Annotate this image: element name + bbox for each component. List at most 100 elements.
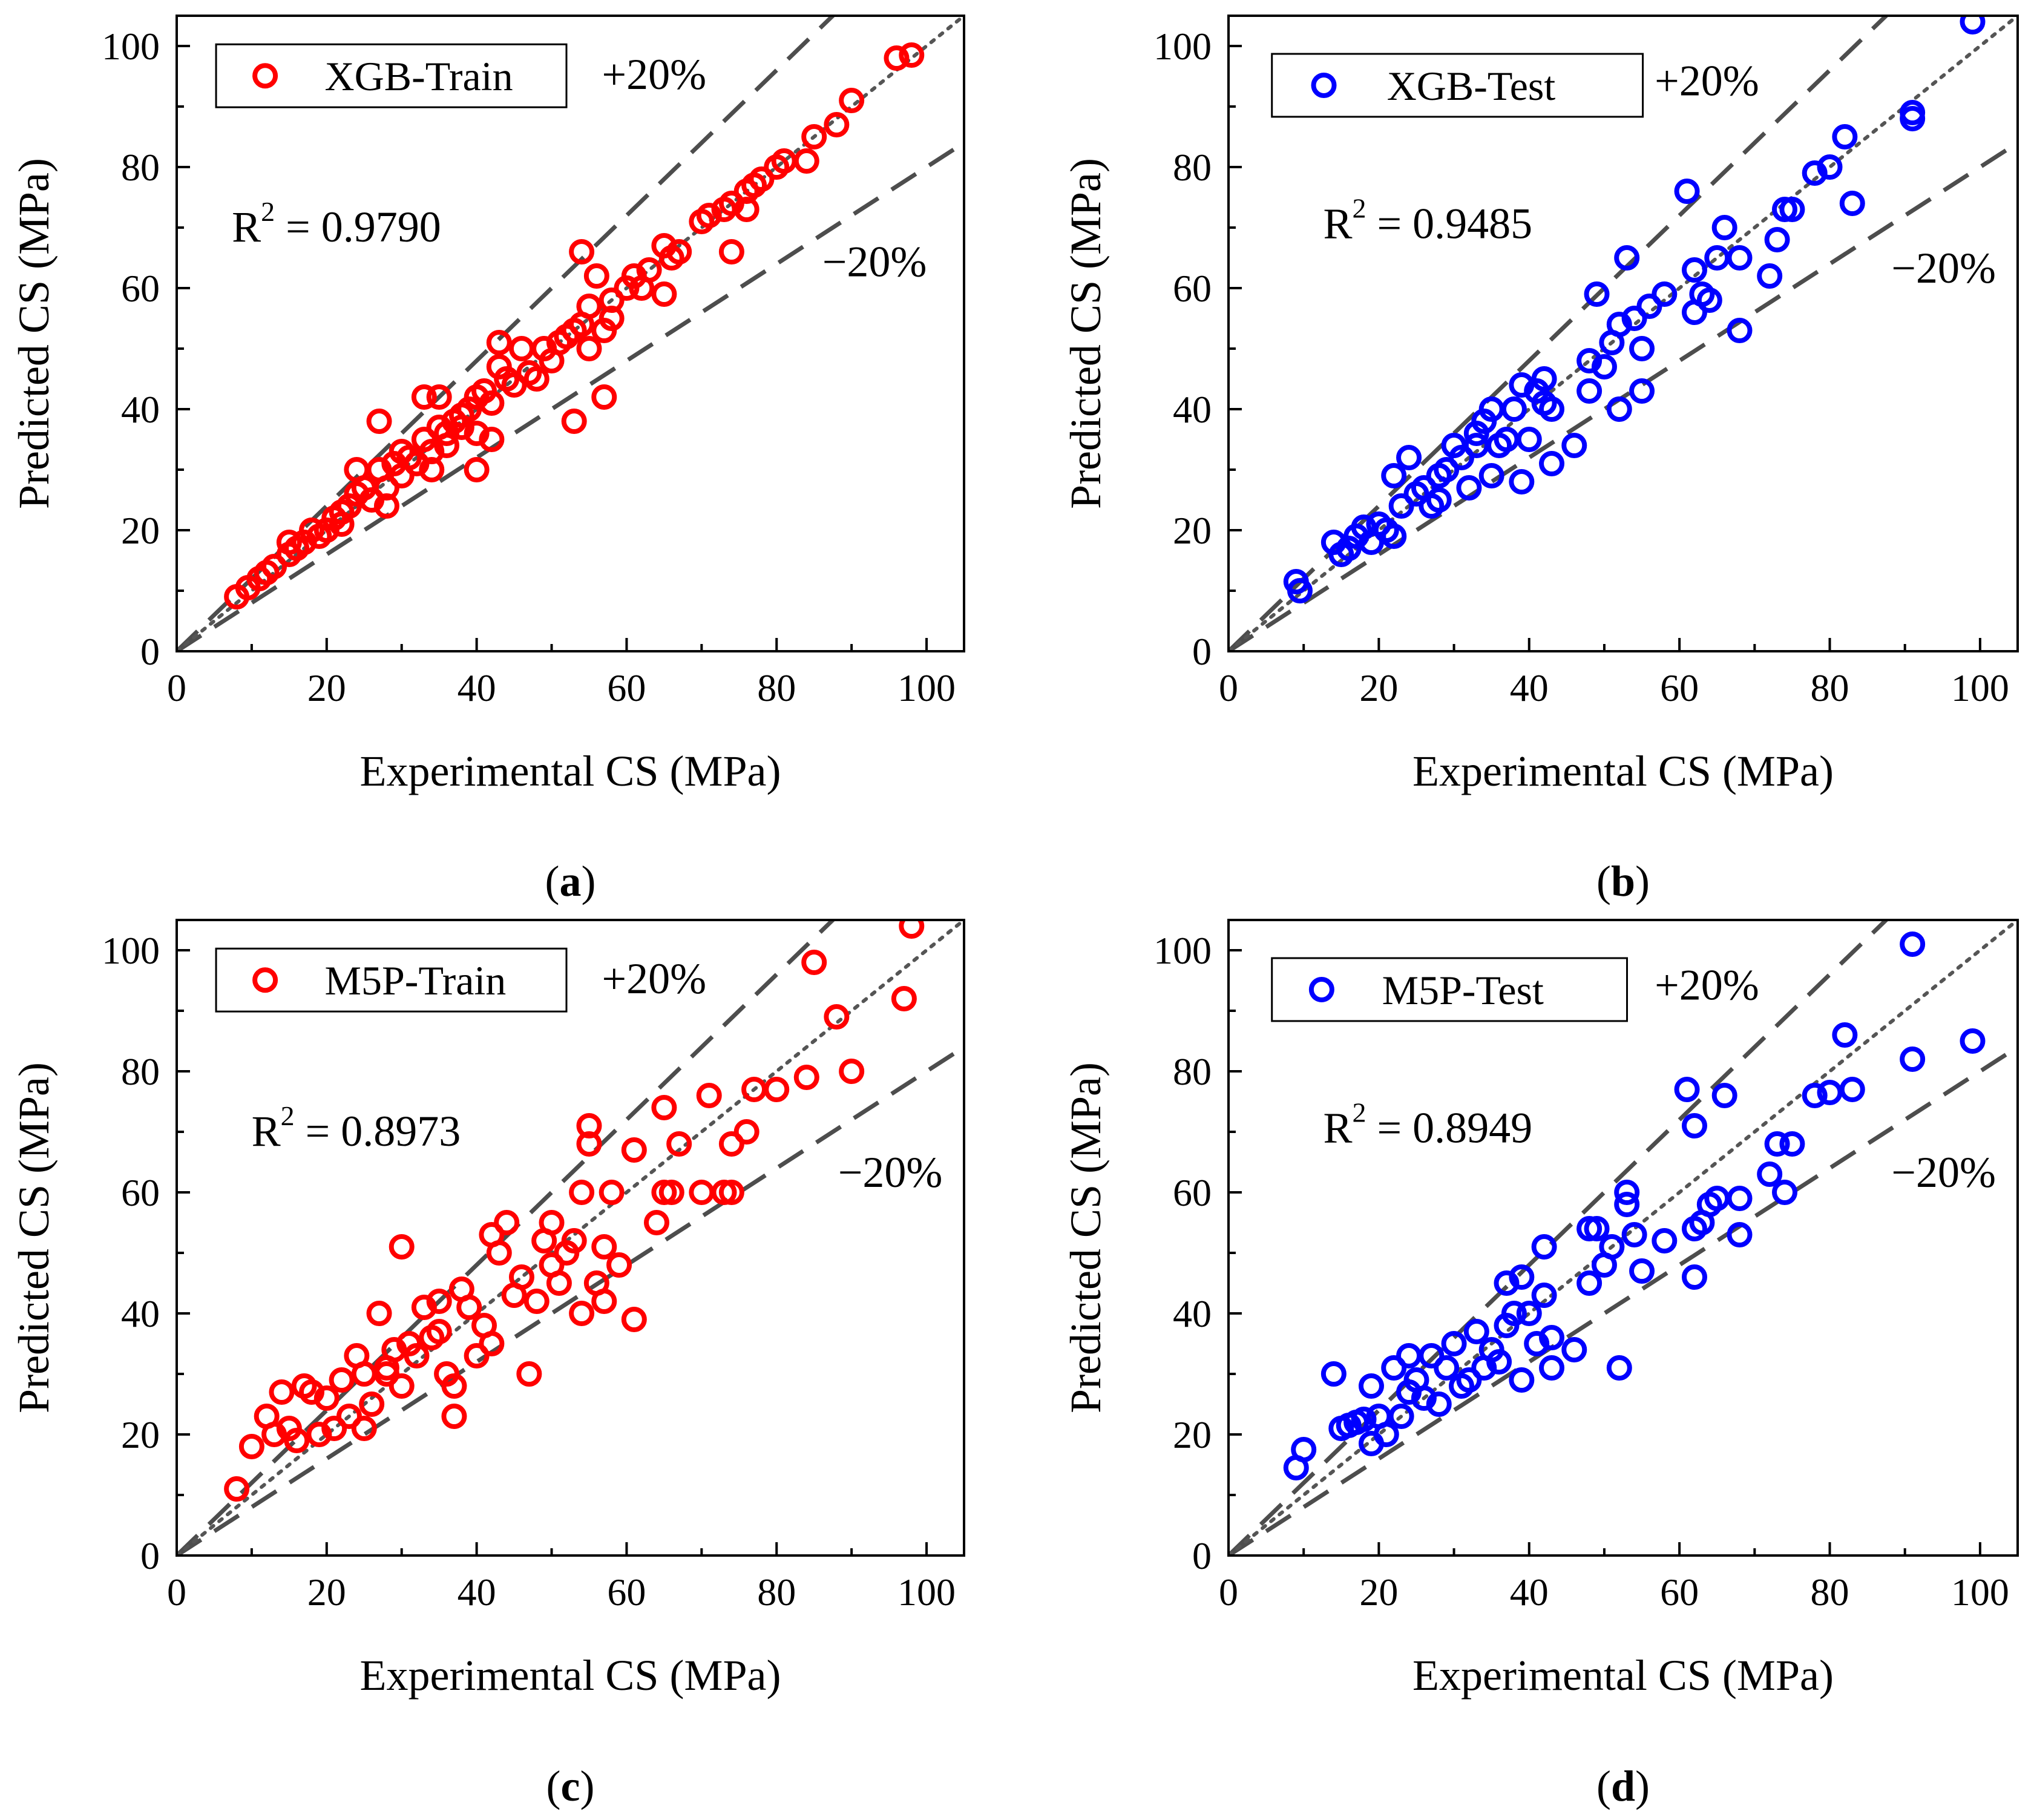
data-point: [599, 1180, 625, 1205]
plot-frame: [176, 15, 965, 652]
legend-label: XGB-Train: [325, 53, 513, 99]
data-point: [389, 1373, 415, 1399]
panel-d: 0 20 40 60 80 100 0 20 40 60 80 100 Experimental CS …: [1061, 919, 2019, 1810]
data-point: [411, 384, 437, 410]
panel-a: 0 20 40 60 80 100 0 20 40 60 80 100 Experimental CS …: [10, 15, 965, 905]
panel-c-plot-area: [177, 920, 964, 1556]
plot-frame: [176, 919, 965, 1557]
data-point: [359, 1391, 385, 1417]
data-point: [1584, 281, 1610, 307]
y-tick-label: 80: [1173, 146, 1212, 189]
y-tick-label: 60: [121, 267, 160, 310]
lower-band-label: −20%: [822, 238, 927, 286]
data-point: [261, 1422, 287, 1447]
data-point: [1320, 1361, 1347, 1387]
data-point: [1456, 1367, 1482, 1393]
data-point: [839, 88, 865, 113]
data-point: [411, 1295, 437, 1320]
y-tick-label: 20: [121, 509, 160, 552]
data-point: [839, 1059, 865, 1084]
data-point: [1629, 336, 1655, 361]
data-point: [1727, 1222, 1753, 1247]
upper-band-label: +20%: [1655, 961, 1759, 1009]
data-point: [591, 1234, 617, 1260]
data-point: [479, 390, 505, 416]
data-point: [336, 1404, 362, 1429]
data-point: [764, 1077, 790, 1102]
data-point: [1396, 445, 1422, 470]
data-point: [1960, 16, 1986, 34]
data-point: [299, 1379, 325, 1405]
data-point: [434, 433, 460, 458]
data-point: [1531, 1283, 1557, 1308]
data-point: [1591, 354, 1617, 379]
data-point: [718, 1131, 744, 1157]
data-point: [1509, 469, 1535, 494]
data-point: [1576, 1270, 1603, 1296]
data-point: [1614, 1180, 1640, 1205]
panel-caption-letter: c: [561, 1762, 580, 1810]
x-tick-label: 40: [458, 1571, 496, 1614]
data-point: [1839, 191, 1865, 216]
data-point: [1802, 160, 1828, 186]
legend: M5P-Test: [1271, 957, 1629, 1022]
data-point: [486, 1240, 512, 1266]
data-point: [1674, 179, 1700, 204]
data-point: [1501, 1301, 1527, 1326]
x-tick-label: 20: [1359, 1571, 1398, 1614]
data-point: [718, 191, 744, 216]
data-point: [1772, 197, 1798, 222]
data-point: [1388, 493, 1414, 519]
data-point: [824, 1004, 850, 1030]
x-tick-label: 100: [897, 666, 956, 709]
data-point: [1381, 463, 1407, 488]
panel-caption: (b): [1596, 857, 1650, 905]
data-point: [1561, 1337, 1587, 1362]
y-tick-label: 40: [1173, 1292, 1212, 1335]
r-squared-exponent: 2: [1353, 1097, 1366, 1128]
data-point: [381, 1337, 407, 1362]
x-tick-label: 80: [1811, 1571, 1849, 1614]
data-point: [1772, 1180, 1798, 1205]
y-tick-label: 80: [1173, 1050, 1212, 1093]
data-point: [899, 42, 925, 68]
data-point: [1373, 1422, 1399, 1447]
data-point: [884, 45, 910, 71]
r-squared-label: R2 = 0.8949: [1323, 1097, 1532, 1152]
y-tick-label: 100: [1153, 25, 1212, 68]
data-point: [1524, 1331, 1550, 1356]
data-point: [576, 336, 602, 361]
data-point: [419, 457, 445, 482]
x-tick-label: 80: [757, 1571, 796, 1614]
data-point: [1636, 294, 1662, 319]
panel-caption: (d): [1596, 1762, 1650, 1810]
data-point: [718, 1180, 744, 1205]
y-tick-label: 20: [1173, 509, 1212, 552]
data-point: [643, 1210, 669, 1235]
y-tick-label: 0: [140, 630, 160, 673]
y-tick-label: 60: [121, 1171, 160, 1214]
r-squared-symbol: R: [1323, 1104, 1352, 1152]
y-tick-label: 20: [121, 1413, 160, 1456]
data-point: [486, 330, 512, 355]
data-point: [479, 427, 505, 452]
data-point: [1411, 1385, 1437, 1411]
data-point: [1287, 578, 1313, 603]
data-point: [1621, 306, 1647, 331]
data-point: [1817, 154, 1843, 180]
data-point: [1426, 487, 1452, 513]
x-tick-label: 40: [1510, 1571, 1549, 1614]
y-tick-label: 20: [1173, 1413, 1212, 1456]
data-point: [1606, 312, 1632, 337]
y-tick-label: 40: [121, 1292, 160, 1335]
data-point: [899, 920, 925, 939]
data-point: [793, 1065, 819, 1090]
data-point: [1900, 1046, 1926, 1072]
data-point: [1539, 451, 1565, 476]
lower-bound-line: [177, 1045, 964, 1556]
data-point: [1291, 1437, 1317, 1462]
data-point: [1764, 227, 1790, 252]
data-point: [1652, 1228, 1678, 1253]
data-point: [1711, 215, 1737, 240]
data-point: [606, 1252, 632, 1278]
